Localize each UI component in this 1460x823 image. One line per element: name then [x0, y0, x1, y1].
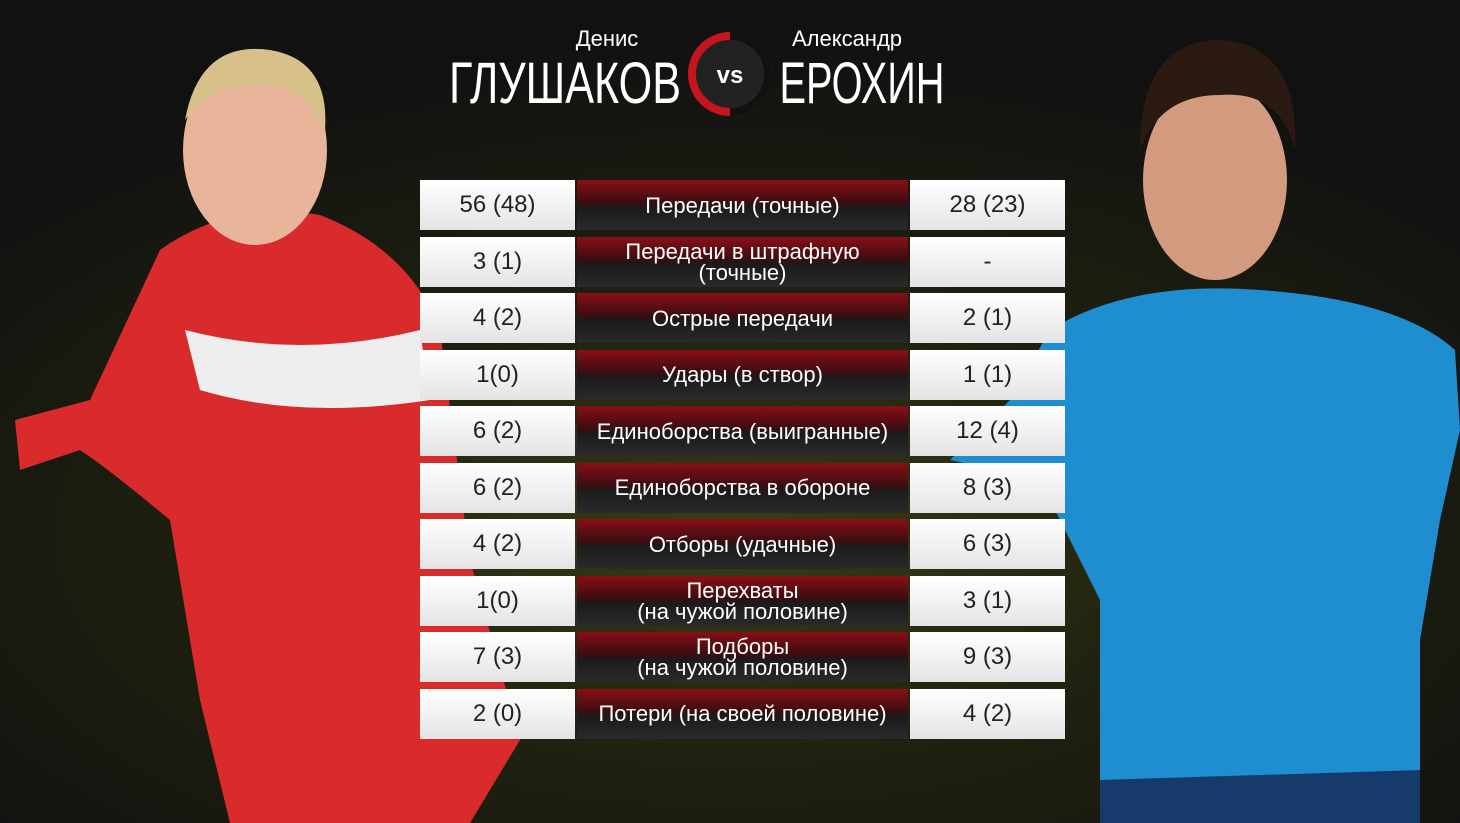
right-value: 8 (3)	[910, 462, 1065, 513]
right-value: 1 (1)	[910, 349, 1065, 400]
stat-row: 56 (48) Передачи (точные) 28 (23)	[420, 180, 1065, 230]
left-value: 56 (48)	[420, 180, 575, 230]
right-value: -	[910, 236, 1065, 287]
stat-label: Отборы (удачные)	[577, 519, 908, 569]
stat-label: Единоборства в обороне	[577, 462, 908, 513]
right-first-name: Александр	[792, 26, 902, 51]
stat-label-line: Подборы	[695, 634, 790, 659]
left-value: 6 (2)	[420, 462, 575, 513]
stat-label-line: (точные)	[698, 259, 787, 285]
right-value: 4 (2)	[910, 688, 1065, 739]
stat-label-line: Единоборства (выигранные)	[596, 418, 889, 444]
right-player-illustration	[950, 40, 1460, 823]
left-value: 4 (2)	[420, 293, 575, 343]
stat-label: Перехваты (на чужой половине)	[577, 575, 908, 626]
stat-row: 4 (2) Острые передачи 2 (1)	[420, 293, 1065, 343]
stat-label-line: Перехваты	[686, 577, 799, 603]
stat-row: 3 (1) Передачи в штрафную (точные) -	[420, 236, 1065, 287]
right-value: 3 (1)	[910, 575, 1065, 626]
right-value: 6 (3)	[910, 519, 1065, 569]
left-player-illustration	[15, 48, 520, 823]
stat-label: Передачи в штрафную (точные)	[577, 236, 908, 287]
stat-label-line: Удары (в створ)	[662, 362, 823, 387]
stat-label-line: Передачи (точные)	[645, 192, 840, 218]
stat-row: 7 (3) Подборы (на чужой половине) 9 (3)	[420, 632, 1065, 682]
left-value: 4 (2)	[420, 519, 575, 569]
stat-row: 2 (0) Потери (на своей половине) 4 (2)	[420, 688, 1065, 739]
right-value: 12 (4)	[910, 406, 1065, 456]
stat-row: 1(0) Перехваты (на чужой половине) 3 (1)	[420, 575, 1065, 626]
stat-row: 6 (2) Единоборства в обороне 8 (3)	[420, 462, 1065, 513]
stat-label: Удары (в створ)	[577, 349, 908, 400]
left-value: 2 (0)	[420, 688, 575, 739]
left-value: 6 (2)	[420, 406, 575, 456]
right-value: 2 (1)	[910, 293, 1065, 343]
stat-label: Острые передачи	[577, 293, 908, 343]
vs-text: vs	[717, 62, 744, 89]
right-last-name: ЕРОХИН	[780, 51, 945, 116]
left-first-name: Денис	[576, 26, 639, 51]
left-value: 7 (3)	[420, 632, 575, 682]
stat-label-line: Острые передачи	[651, 305, 834, 331]
right-value: 9 (3)	[910, 632, 1065, 682]
stat-label-line: Передачи в штрафную	[625, 238, 860, 264]
stat-label-line: (на чужой половине)	[637, 655, 848, 680]
stat-row: 4 (2) Отборы (удачные) 6 (3)	[420, 519, 1065, 569]
stat-row: 6 (2) Единоборства (выигранные) 12 (4)	[420, 406, 1065, 456]
stat-label-line: Единоборства в обороне	[614, 475, 871, 500]
left-value: 1(0)	[420, 575, 575, 626]
left-last-name: ГЛУШАКОВ	[449, 51, 681, 116]
stat-label-line: Отборы (удачные)	[648, 531, 837, 557]
stat-label-line: (на чужой половине)	[637, 598, 848, 624]
left-value: 3 (1)	[420, 236, 575, 287]
stat-label: Передачи (точные)	[577, 180, 908, 230]
stat-label: Единоборства (выигранные)	[577, 406, 908, 456]
stat-label: Подборы (на чужой половине)	[577, 632, 908, 682]
right-value: 28 (23)	[910, 180, 1065, 230]
stat-row: 1(0) Удары (в створ) 1 (1)	[420, 349, 1065, 400]
stat-label: Потери (на своей половине)	[577, 688, 908, 739]
left-value: 1(0)	[420, 349, 575, 400]
stat-label-line: Потери (на своей половине)	[598, 701, 887, 726]
